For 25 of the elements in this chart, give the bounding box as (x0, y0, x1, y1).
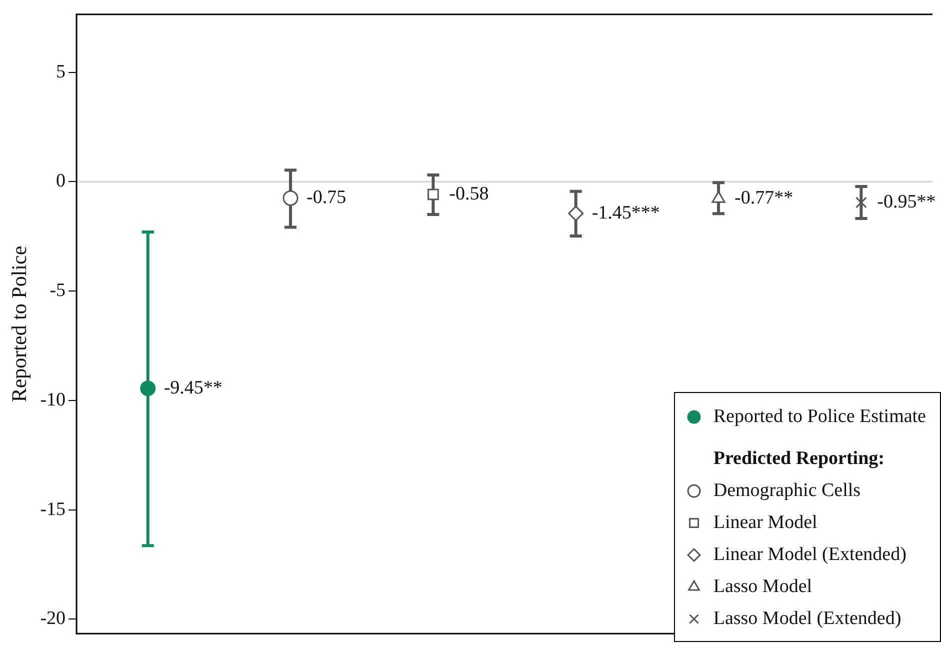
legend-label: Lasso Model (713, 576, 812, 598)
data-label: -9.45** (164, 377, 222, 398)
y-tick-label: 5 (56, 61, 66, 82)
data-label: -1.45*** (592, 202, 660, 224)
point (855, 196, 867, 208)
data-label: -0.77** (734, 188, 794, 209)
point (568, 206, 584, 222)
data-label: -0.75 (306, 187, 346, 208)
y-tick-label: 0 (56, 170, 66, 192)
y-axis-title: Reported to Police (7, 246, 32, 402)
point (282, 190, 298, 206)
legend-label: Demographic Cells (713, 480, 861, 502)
y-tick-label: -20 (40, 608, 66, 630)
point (427, 188, 439, 200)
y-tick-label: -15 (40, 498, 66, 520)
legend-title: Predicted Reporting: (712, 447, 886, 471)
legend-label: Reported to Police Estimate (713, 406, 926, 428)
legend-label: Linear Model (Extended) (713, 544, 906, 566)
y-tick-label: -10 (40, 389, 66, 410)
legend-label: Linear Model (713, 512, 818, 534)
data-label: -0.58 (449, 183, 489, 204)
data-label: -0.95** (877, 191, 936, 212)
y-tick-label: -5 (50, 280, 66, 302)
legend-label: Lasso Model (Extended) (713, 608, 902, 630)
point (140, 380, 156, 396)
